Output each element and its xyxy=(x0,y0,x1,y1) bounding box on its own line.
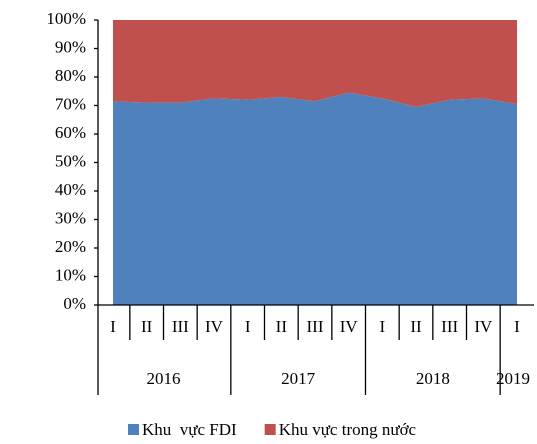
y-tick-label: 0% xyxy=(63,294,86,313)
x-group-label: 2016 xyxy=(147,369,181,388)
legend-label: Khu vực FDI xyxy=(142,420,237,439)
x-tick-label: IV xyxy=(340,317,359,336)
y-tick-label: 70% xyxy=(55,94,86,113)
x-group-label: 2019 xyxy=(496,369,530,388)
y-tick-label: 30% xyxy=(55,208,86,227)
legend-swatch xyxy=(128,424,139,435)
x-tick-label: II xyxy=(410,317,422,336)
y-tick-label: 60% xyxy=(55,123,86,142)
x-tick-label: II xyxy=(141,317,153,336)
x-tick-label: II xyxy=(276,317,288,336)
area xyxy=(113,20,517,107)
x-tick-label: III xyxy=(441,317,458,336)
y-tick-label: 40% xyxy=(55,180,86,199)
x-tick-label: I xyxy=(379,317,385,336)
x-tick-label: IV xyxy=(474,317,493,336)
x-tick-label: I xyxy=(245,317,251,336)
y-tick-label: 20% xyxy=(55,237,86,256)
y-tick-label: 50% xyxy=(55,151,86,170)
area xyxy=(113,92,517,305)
x-tick-label: I xyxy=(514,317,520,336)
legend-swatch xyxy=(264,424,276,435)
x-tick-label: III xyxy=(307,317,324,336)
x-tick-label: IV xyxy=(205,317,224,336)
x-tick-label: I xyxy=(110,317,116,336)
y-tick-label: 90% xyxy=(55,37,86,56)
x-tick-label: III xyxy=(172,317,189,336)
y-tick-label: 100% xyxy=(46,9,86,28)
x-group-label: 2017 xyxy=(281,369,316,388)
legend-label: Khu vực trong nước xyxy=(279,420,417,439)
y-tick-label: 80% xyxy=(55,66,86,85)
y-tick-label: 10% xyxy=(55,265,86,284)
x-group-label: 2018 xyxy=(416,369,450,388)
